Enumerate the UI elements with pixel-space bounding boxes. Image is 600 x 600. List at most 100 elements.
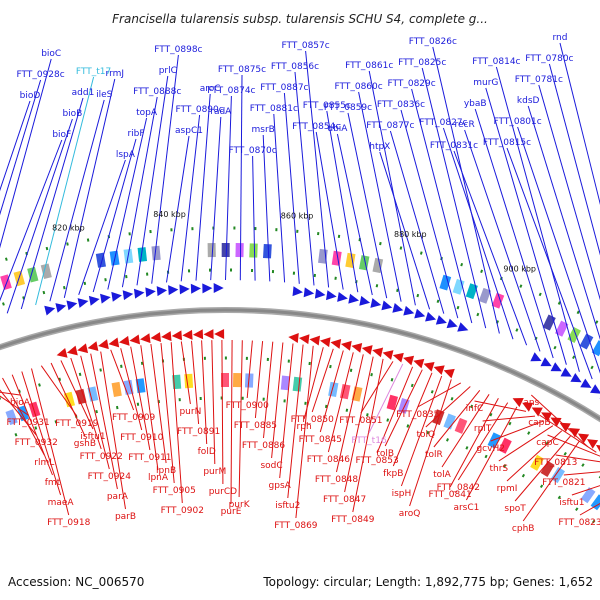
leader-line-minus <box>457 402 509 481</box>
gene-label-plus: FTT_0825c <box>398 58 446 68</box>
leader-line-plus <box>358 91 402 302</box>
gene-label-plus: prlC <box>159 66 177 76</box>
minus-strand-arrow <box>98 339 109 350</box>
leader-line-minus <box>482 415 536 422</box>
leader-line-minus <box>433 389 481 448</box>
minus-feature-block <box>75 388 87 405</box>
leader-line-minus <box>21 371 62 496</box>
gene-label-plus: htpX <box>369 142 390 152</box>
minus-strand-arrow <box>586 439 599 449</box>
gene-label-plus: FTT_0780c <box>525 54 573 64</box>
gene-label-plus: FTT_0781c <box>515 75 563 85</box>
leader-line-plus <box>305 50 330 288</box>
leader-line-minus <box>506 430 563 482</box>
gene-label-minus: rplT <box>474 424 492 434</box>
gene-label-minus: purN <box>179 407 201 417</box>
plus-feature-block <box>249 243 258 258</box>
leader-line-plus <box>474 108 554 359</box>
gene-label-plus: rnd <box>553 33 568 43</box>
leader-line-minus <box>238 340 243 498</box>
gene-label-minus: FTT_0922 <box>80 452 123 462</box>
plus-strand-arrow <box>179 284 190 295</box>
plus-strand-arrow <box>55 303 67 313</box>
gene-label-plus: FTT_0881c <box>250 104 298 114</box>
plus-strand-arrow <box>156 286 168 297</box>
leader-line-minus <box>110 349 135 411</box>
plus-strand-arrow <box>326 290 337 301</box>
leader-line-minus <box>271 342 284 459</box>
leader-line-minus <box>120 348 143 431</box>
minus-strand-arrow <box>129 334 141 345</box>
plus-strand-arrow <box>348 293 360 304</box>
minus-strand-arrow <box>56 348 68 358</box>
plus-feature-block <box>358 255 370 271</box>
gene-label-minus: sodC <box>260 461 282 471</box>
leader-line-plus <box>538 84 600 301</box>
gene-label-plus: bioF <box>52 130 71 140</box>
leader-line-plus <box>121 96 158 288</box>
leader-line-minus <box>336 354 364 473</box>
minus-strand-arrow <box>512 398 524 408</box>
leader-line-minus <box>287 344 304 499</box>
minus-strand-arrow <box>531 407 543 417</box>
gene-label-minus: FTT_0924 <box>88 472 132 482</box>
leader-line-plus <box>20 97 84 310</box>
minus-feature-block <box>221 373 229 387</box>
gene-label-minus: rpmI <box>497 484 518 494</box>
leader-line-plus <box>35 76 95 306</box>
gene-label-minus: FTT_0909 <box>112 413 156 423</box>
leader-line-minus <box>246 340 253 399</box>
gene-label-plus: ybaB <box>464 99 487 109</box>
gene-label-minus: FTT_0821 <box>542 478 585 488</box>
leader-line-plus <box>453 150 528 346</box>
leader-line-minus <box>230 339 233 505</box>
leader-line-minus <box>40 365 78 417</box>
gene-label-plus: ileS <box>96 90 113 100</box>
gene-label-minus: parB <box>115 512 136 522</box>
gene-label-minus: rlmL <box>34 458 54 468</box>
leader-line-plus <box>0 100 31 192</box>
gene-label-minus: FTT_0846 <box>307 455 351 465</box>
plus-feature-block <box>207 243 216 258</box>
gene-label-minus: bioA <box>10 398 31 408</box>
plus-strand-arrow <box>550 362 562 372</box>
gene-label-plus: FTT_0801c <box>493 117 541 127</box>
gene-label-plus: recR <box>454 120 474 130</box>
plus-strand-arrow <box>381 300 393 311</box>
leader-line-plus <box>252 155 256 281</box>
minus-strand-arrow <box>340 340 352 351</box>
leader-line-plus <box>166 135 190 283</box>
leader-line-minus <box>571 485 600 496</box>
minus-strand-arrow <box>330 338 342 349</box>
plus-strand-arrow <box>168 285 179 296</box>
plus-strand-arrow <box>122 290 134 301</box>
scale-tick-label: 880 kbp <box>394 230 427 239</box>
gene-label-minus: fkpB <box>383 469 403 479</box>
minus-strand-arrow <box>372 347 384 358</box>
leader-line-minus <box>70 357 102 450</box>
gene-label-minus: FTT_0850 <box>291 415 335 425</box>
minus-strand-arrow <box>66 345 78 356</box>
plus-feature-block <box>579 333 594 350</box>
leader-line-minus <box>0 391 21 396</box>
leader-line-minus <box>498 425 554 462</box>
leader-line-minus <box>31 368 70 516</box>
minus-strand-arrow <box>403 355 415 366</box>
leader-line-minus <box>490 420 545 442</box>
plus-strand-arrow <box>44 305 56 316</box>
gene-label-minus: FTT_0910 <box>120 433 164 443</box>
gene-label-plus: FTT_0860c <box>334 82 382 92</box>
gene-label-minus: purCD <box>209 487 237 497</box>
gene-label-plus: bioD <box>20 91 41 101</box>
accession-text: Accession: NC_006570 <box>8 575 144 589</box>
gene-label-minus: rph <box>297 422 312 432</box>
gene-label-minus: tolR <box>425 450 443 460</box>
plus-feature-block <box>491 292 505 309</box>
leader-line-plus <box>225 95 232 281</box>
plus-strand-arrow <box>414 308 426 319</box>
gene-label-plus: ubiA <box>327 124 348 134</box>
plus-feature-block <box>0 274 12 291</box>
leader-line-minus <box>254 341 264 419</box>
minus-strand-arrow <box>171 330 183 341</box>
gene-label-plus: FTT_0855c <box>303 101 351 111</box>
